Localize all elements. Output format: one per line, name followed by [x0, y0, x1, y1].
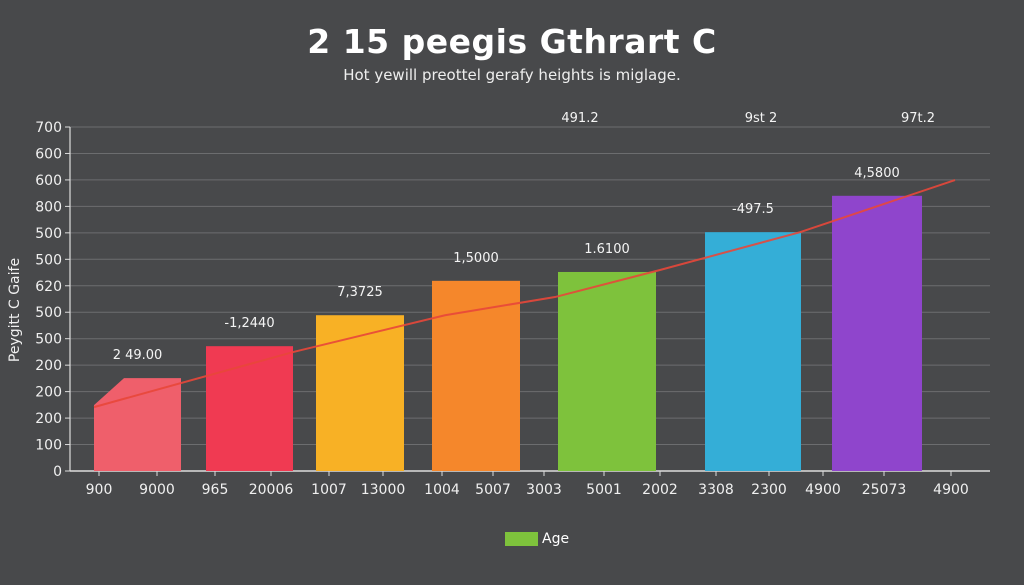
y-tick-label: 0 — [53, 464, 62, 480]
y-tick-label: 200 — [35, 358, 62, 374]
y-tick-label: 600 — [35, 173, 62, 189]
bar — [316, 315, 404, 471]
chart-subtitle: Hot yewill preottel gerafy heights is mi… — [343, 66, 681, 84]
top-annotation: 97t.2 — [901, 111, 935, 126]
top-annotation: 491.2 — [561, 111, 598, 126]
y-tick-label: 500 — [35, 332, 62, 348]
y-tick-label: 500 — [35, 305, 62, 321]
legend: Age — [505, 531, 569, 547]
x-tick-label: 5001 — [586, 482, 622, 498]
y-tick-label: 800 — [35, 199, 62, 215]
bar-data-label: -1,2440 — [224, 316, 274, 331]
y-tick-label: 200 — [35, 411, 62, 427]
x-tick-label: 965 — [202, 482, 229, 498]
x-tick-label: 3308 — [698, 482, 734, 498]
legend-swatch-age — [505, 532, 538, 546]
x-tick-label: 5007 — [475, 482, 511, 498]
y-tick-label: 200 — [35, 385, 62, 401]
bar — [558, 271, 656, 471]
bar-data-label: 1.6100 — [584, 242, 630, 257]
x-tick-label: 900 — [86, 482, 113, 498]
bar-data-label: 2 49.00 — [113, 348, 163, 363]
bar — [206, 346, 293, 471]
y-axis-label: Peygitt C Gaife — [7, 258, 23, 362]
x-tick-label: 1007 — [311, 482, 347, 498]
x-tick-label: 4900 — [933, 482, 969, 498]
x-tick-label: 2002 — [642, 482, 678, 498]
trend-line — [93, 179, 956, 409]
x-tick-label: 3003 — [526, 482, 562, 498]
y-tick-label: 600 — [35, 146, 62, 162]
x-tick-label: 25073 — [862, 482, 907, 498]
y-tick-label: 500 — [35, 252, 62, 268]
bar — [832, 195, 922, 472]
top-annotation: 9st 2 — [745, 111, 778, 126]
x-tick-label: 4900 — [805, 482, 841, 498]
bar-data-label: 7,3725 — [337, 285, 383, 300]
bar-data-label: -497.5 — [732, 202, 774, 217]
y-tick-label: 100 — [35, 438, 62, 454]
y-tick-label: 620 — [35, 279, 62, 295]
bar-data-label: 1,5000 — [453, 251, 499, 266]
bar — [432, 280, 520, 471]
x-tick-label: 2300 — [751, 482, 787, 498]
y-tick-label: 500 — [35, 226, 62, 242]
bar-data-label: 4,5800 — [854, 166, 900, 181]
y-tick-label: 700 — [35, 120, 62, 136]
x-tick-label: 1004 — [424, 482, 460, 498]
bar — [705, 232, 801, 471]
x-tick-label: 13000 — [361, 482, 406, 498]
chart-title: 2 15 peegis Gthrart C — [307, 22, 717, 61]
x-tick-label: 9000 — [139, 482, 175, 498]
legend-label: Age — [542, 531, 570, 547]
x-tick-label: 20006 — [249, 482, 294, 498]
